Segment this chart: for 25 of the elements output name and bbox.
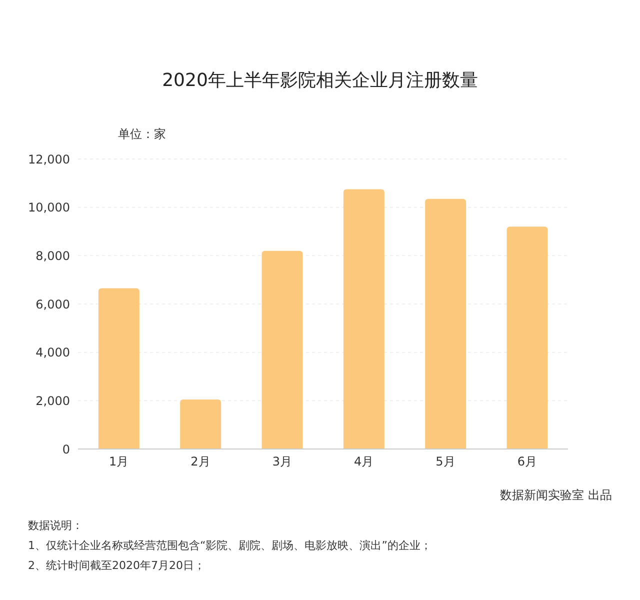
text: 2、统计时间截至2020年7月20日； — [28, 558, 206, 574]
chart-title: 2020年上半年影院相关企业月注册数量 — [161, 69, 479, 92]
x-tick-label: 6月 — [517, 454, 537, 469]
y-tick-label: 12,000 — [28, 152, 70, 166]
y-axis-title: 单位：家 — [118, 126, 167, 143]
bar — [506, 226, 548, 449]
x-tick-label: 1月 — [109, 454, 129, 469]
y-tick-label: 6,000 — [36, 297, 70, 312]
x-tick-label: 2月 — [190, 454, 210, 469]
bar — [98, 288, 140, 449]
y-tick-label: 2,000 — [36, 394, 70, 408]
x-tick-label: 3月 — [272, 454, 292, 469]
y-tick-label: 0 — [62, 442, 70, 456]
bar — [180, 399, 222, 449]
y-tick-label: 8,000 — [36, 248, 70, 263]
y-tick-label: 4,000 — [36, 346, 70, 360]
y-tick-label: 10,000 — [28, 200, 70, 215]
bar — [425, 198, 466, 449]
text: 数据说明： — [28, 518, 84, 534]
text: 1、仅统计企业名称或经营范围包含“影院、剧院、剧场、电影放映、演出”的企业； — [28, 538, 432, 554]
bar — [343, 189, 384, 449]
x-tick-label: 5月 — [436, 454, 456, 469]
x-tick-label: 4月 — [354, 454, 374, 469]
bar — [262, 250, 303, 449]
text: 数据新闻实验室 出品 — [499, 487, 612, 504]
